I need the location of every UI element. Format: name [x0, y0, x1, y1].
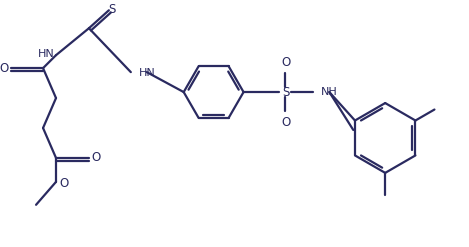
Text: HN: HN: [38, 49, 54, 59]
Text: HN: HN: [139, 68, 156, 78]
Text: O: O: [0, 62, 9, 75]
Text: S: S: [108, 3, 115, 16]
Text: S: S: [282, 85, 289, 99]
Text: NH: NH: [321, 87, 338, 97]
Text: O: O: [282, 116, 291, 128]
Text: O: O: [60, 177, 68, 190]
Text: O: O: [282, 56, 291, 69]
Text: O: O: [91, 151, 100, 165]
